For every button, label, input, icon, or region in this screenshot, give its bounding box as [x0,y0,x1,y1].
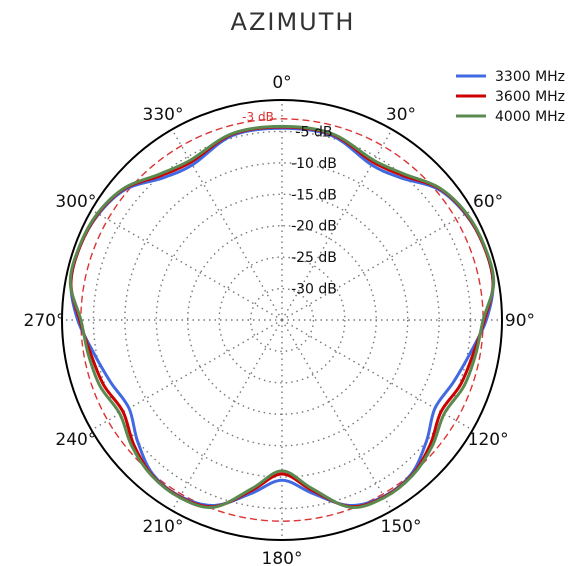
angle-label-30: 30° [386,105,416,125]
grid-spoke-300 [91,209,283,321]
grid-spoke-60 [281,209,473,321]
series-layer [68,124,496,509]
grid-ring [155,193,409,447]
grid-ring [218,256,346,384]
angle-label-150: 150° [381,517,422,537]
outer-ring [61,99,503,541]
grid-ring [124,162,440,478]
angle-label-270: 270° [24,311,65,331]
grid-spoke-150 [281,319,393,511]
grid-layer [61,99,503,541]
chart-title: AZIMUTH [230,8,356,36]
angle-label-300: 300° [55,192,96,212]
series-line-2 [68,124,496,509]
grid-spoke-30 [281,129,393,321]
ring-label: -5 dB [296,124,333,140]
grid-spoke-210 [171,319,283,511]
angle-label-210: 210° [143,517,184,537]
legend-label-2: 4000 MHz [495,109,565,125]
ring-label: -25 dB [291,250,337,266]
grid-spoke-240 [91,319,283,431]
label-layer: -3 dB -5 dB -10 dB -15 dB -20 dB -25 dB -30 dB… [24,73,536,566]
reference-ring-label: -3 dB [242,110,274,124]
grid-spoke-120 [281,319,473,431]
grid-ring [92,130,472,510]
angle-label-90: 90° [505,311,535,331]
angle-label-240: 240° [55,430,96,450]
ring-label: -30 dB [291,282,337,298]
angle-label-0: 0° [272,73,291,93]
angle-label-330: 330° [143,105,184,125]
angle-label-60: 60° [473,192,503,212]
ring-label: -20 dB [291,219,337,235]
angle-label-180: 180° [262,549,303,566]
grid-ring [187,225,377,415]
legend-label-1: 3600 MHz [495,89,565,105]
legend-label-0: 3300 MHz [495,69,565,85]
ring-label: -10 dB [291,156,337,172]
angle-label-120: 120° [468,430,509,450]
ring-label: -15 dB [291,187,337,203]
grid-ring [249,287,315,353]
grid-spoke-330 [171,129,283,321]
legend: 3300 MHz 3600 MHz 4000 MHz [456,69,565,125]
